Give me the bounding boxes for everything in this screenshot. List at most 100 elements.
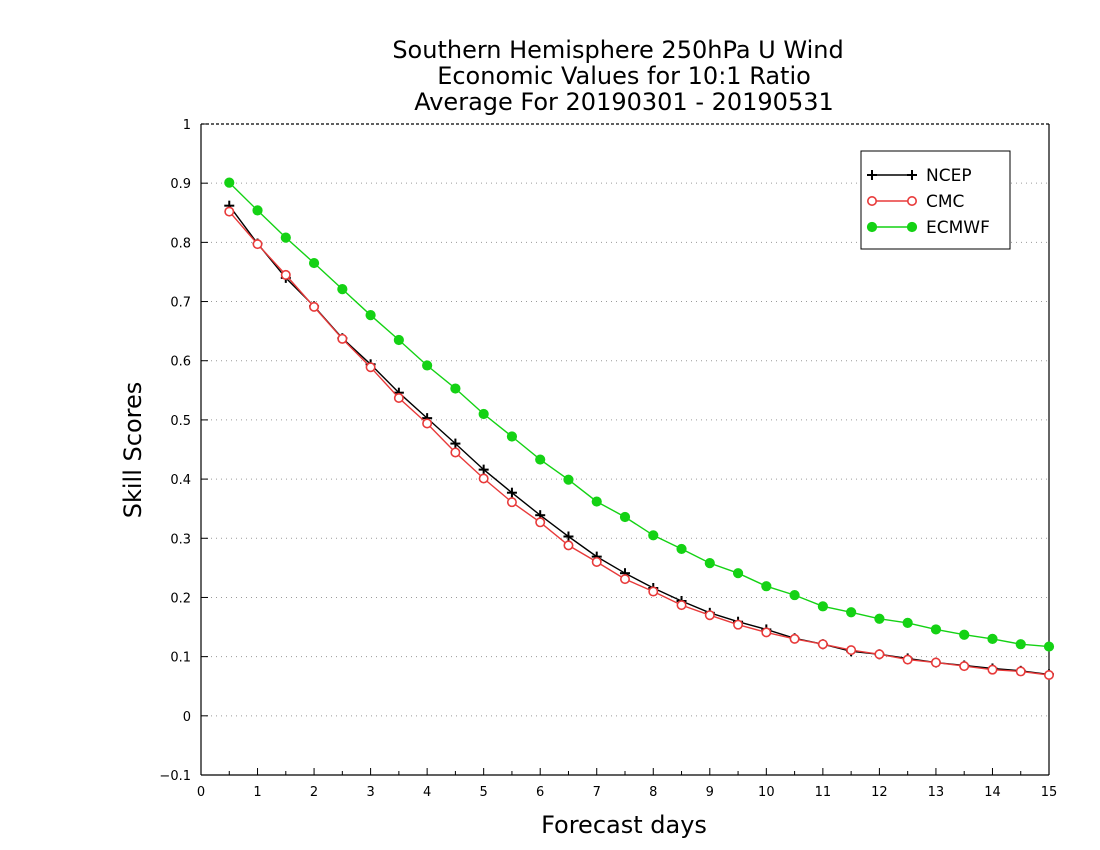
- data-point-cmc: [648, 586, 659, 597]
- data-point-cmc: [817, 639, 828, 650]
- data-point-cmc: [1015, 666, 1026, 677]
- data-point-cmc: [337, 333, 348, 344]
- series-layer: [224, 177, 1055, 680]
- y-tick-label: 0.7: [170, 296, 191, 311]
- data-point-cmc: [619, 574, 630, 585]
- data-point-ecmwf: [959, 629, 970, 640]
- data-point-cmc: [846, 645, 857, 656]
- data-point-ecmwf: [280, 232, 291, 243]
- data-point-cmc: [506, 497, 517, 508]
- data-point-ecmwf: [902, 617, 913, 629]
- tick-layer: −0.100.10.20.30.40.50.60.70.80.910 1 2 3 4 5 6…: [159, 118, 1057, 800]
- data-point-ecmwf: [337, 284, 348, 295]
- data-point-ecmwf: [846, 607, 857, 618]
- data-point-ecmwf: [1043, 641, 1055, 652]
- data-point-cmc: [280, 269, 291, 280]
- data-point-ecmwf: [1015, 639, 1026, 650]
- chart-title-line-3: Average For 20190301 - 20190531: [414, 88, 834, 116]
- data-point-cmc: [1044, 669, 1055, 680]
- data-point-ecmwf: [393, 334, 404, 346]
- x-tick-label: 10: [758, 785, 775, 800]
- legend-marker-cmc: [866, 196, 877, 207]
- data-point-ecmwf: [987, 633, 998, 644]
- y-tick-label: 0.6: [170, 355, 191, 370]
- chart-title-line-1: Southern Hemisphere 250hPa U Wind: [392, 36, 843, 64]
- series-line-ecmwf: [228, 182, 1050, 648]
- y-tick-label: 0.3: [170, 532, 191, 547]
- x-tick-label: 12: [871, 785, 888, 800]
- data-point-cmc: [365, 362, 376, 373]
- data-point-cmc: [591, 556, 602, 567]
- data-point-ecmwf: [704, 558, 715, 569]
- data-point-cmc: [704, 610, 715, 621]
- y-tick-label: 1: [183, 118, 191, 133]
- x-tick-label: 6: [536, 785, 544, 800]
- y-axis-label: Skill Scores: [119, 382, 147, 519]
- legend-label-cmc: CMC: [926, 192, 964, 212]
- legend-label-ncep: NCEP: [926, 166, 972, 186]
- y-tick-label: 0.9: [170, 177, 191, 192]
- legend-marker-ecmwf: [866, 221, 878, 233]
- x-tick-label: 2: [310, 785, 318, 800]
- x-tick-label: 13: [928, 785, 945, 800]
- x-tick-label: 8: [649, 785, 657, 800]
- data-point-cmc: [224, 206, 235, 217]
- grid-layer: [201, 182, 1049, 717]
- data-point-ecmwf: [817, 601, 828, 612]
- x-tick-label: 9: [706, 785, 714, 800]
- data-point-ncep: [450, 438, 461, 449]
- data-point-cmc: [535, 517, 546, 528]
- y-tick-label: 0.1: [170, 651, 191, 666]
- data-point-cmc: [789, 633, 800, 644]
- data-point-ecmwf: [224, 177, 235, 188]
- data-point-ecmwf: [365, 310, 376, 321]
- legend-marker-cmc: [906, 196, 917, 207]
- legend-marker-ncep: [907, 170, 917, 180]
- data-point-cmc: [930, 657, 941, 668]
- data-point-cmc: [874, 649, 885, 660]
- legend-marker-ncep: [867, 170, 877, 180]
- x-tick-label: 15: [1041, 785, 1058, 800]
- legend-label-ecmwf: ECMWF: [926, 218, 990, 238]
- x-tick-label: 14: [984, 785, 1001, 800]
- data-point-cmc: [563, 540, 574, 551]
- data-point-ecmwf: [563, 474, 574, 485]
- y-tick-label: 0.4: [170, 473, 191, 488]
- data-point-ecmwf: [506, 431, 518, 442]
- data-point-cmc: [902, 654, 913, 665]
- data-point-cmc: [987, 664, 998, 675]
- chart-title-line-2: Economic Values for 10:1 Ratio: [437, 62, 811, 90]
- y-tick-label: 0.5: [170, 414, 191, 429]
- y-tick-label: 0.8: [170, 236, 191, 251]
- data-point-cmc: [959, 661, 970, 672]
- data-point-ncep: [563, 531, 574, 542]
- data-point-ecmwf: [591, 496, 602, 507]
- data-point-ecmwf: [252, 205, 263, 216]
- x-tick-label: 4: [423, 785, 431, 800]
- data-point-cmc: [309, 301, 320, 312]
- data-point-ecmwf: [422, 360, 433, 371]
- legend: NCEP CMC ECMWF: [860, 150, 1011, 250]
- data-point-ncep: [506, 487, 517, 498]
- data-point-ecmwf: [676, 543, 687, 555]
- x-tick-label: 7: [593, 785, 601, 800]
- data-point-ecmwf: [308, 257, 320, 269]
- data-point-cmc: [761, 627, 772, 638]
- data-point-ecmwf: [619, 511, 631, 523]
- data-point-cmc: [393, 393, 404, 404]
- data-point-ecmwf: [535, 454, 546, 465]
- data-point-ecmwf: [930, 624, 942, 635]
- x-tick-label: 0: [197, 785, 205, 800]
- x-tick-label: 11: [815, 785, 832, 800]
- data-point-cmc: [733, 619, 744, 630]
- series-line-ncep: [228, 205, 1050, 676]
- data-point-cmc: [676, 600, 687, 611]
- data-point-cmc: [478, 473, 489, 484]
- data-point-cmc: [422, 418, 433, 429]
- data-point-ecmwf: [761, 581, 772, 592]
- x-tick-label: 5: [480, 785, 488, 800]
- y-tick-label: −0.1: [159, 769, 191, 784]
- x-tick-label: 3: [366, 785, 374, 800]
- data-point-ecmwf: [732, 568, 744, 579]
